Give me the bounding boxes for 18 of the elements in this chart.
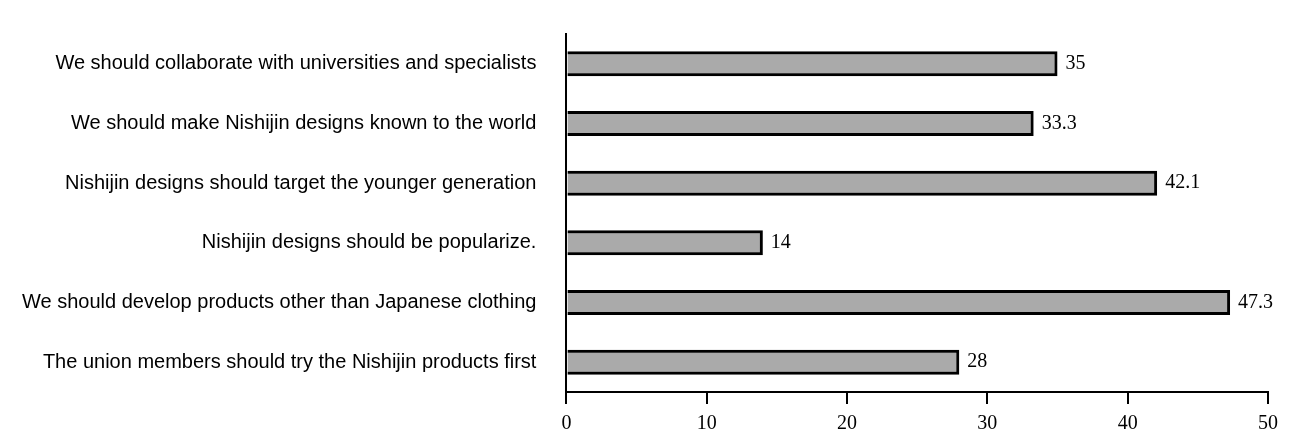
data-label: 33.3 [1041,110,1077,133]
y-tick-label: The union members should try the Nishijin products first [42,349,537,372]
data-label: 14 [770,230,791,253]
data-label: 42.1 [1165,170,1201,193]
data-label: 47.3 [1238,289,1274,312]
y-tick-label: We should develop products other than Japanese clothing [21,290,537,313]
x-tick-label: 50 [1258,411,1278,434]
y-tick-label: We should collaborate with universities and specialists [55,51,537,74]
x-tick-label: 30 [977,411,998,434]
data-label: 35 [1065,51,1086,74]
x-tick-label: 10 [696,411,717,434]
y-tick-label: We should make Nishijin designs known to the world [71,111,537,134]
x-tick-label: 20 [837,411,858,434]
data-label: 28 [967,349,988,372]
x-tick-label: 40 [1117,411,1138,434]
y-tick-label: Nishijin designs should target the younger generation [65,170,537,193]
x-tick-label: 0 [561,411,572,434]
y-tick-label: Nishijin designs should be popularize. [201,230,537,253]
